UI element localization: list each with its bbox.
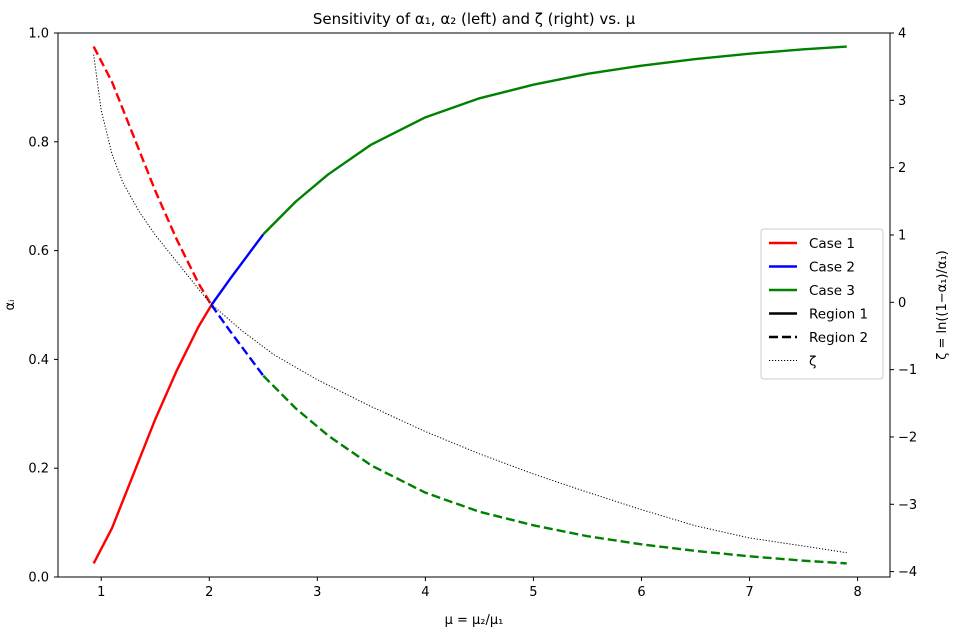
- y-right-tick-label: −1: [898, 363, 917, 378]
- y-right-tick-label: 3: [898, 94, 906, 109]
- x-tick-label: 8: [853, 585, 861, 600]
- chart-ticks: 1 2 3 4 5 6 7 8 0.0 0.2 0.4 0.6 0.8 1.0 −4 −3 −2 −1 0 1 2 3 4: [28, 27, 917, 601]
- series-line-case-1-region-2: [92, 46, 213, 306]
- series-line-case-3-region-2: [262, 374, 847, 565]
- x-tick-label: 4: [421, 585, 429, 600]
- y-right-tick-label: −3: [898, 498, 917, 513]
- legend-label: Case 1: [809, 236, 855, 252]
- legend-label: Case 2: [809, 260, 855, 276]
- y-right-tick-label: 2: [898, 161, 906, 176]
- x-axis-label: μ = μ₂/μ₁: [445, 613, 504, 628]
- y-right-tick-label: −4: [898, 565, 917, 580]
- y-right-tick-label: −2: [898, 430, 917, 445]
- chart-axis-labels: Sensitivity of α₁, α₂ (left) and ζ (righ…: [3, 10, 950, 628]
- legend-label: Case 3: [809, 283, 855, 299]
- y-right-tick-label: 1: [898, 228, 906, 243]
- series-line-case-2-region-2: [210, 304, 265, 377]
- chart-legend: Case 1 Case 2 Case 3 Region 1 Region 2 ζ: [760, 228, 884, 380]
- x-tick-label: 6: [637, 585, 645, 600]
- chart-series: [92, 45, 847, 565]
- y-left-tick-label: 1.0: [28, 27, 49, 42]
- plot-frame: [57, 32, 891, 578]
- y-right-axis-label: ζ = ln((1−α₁)/α₁): [935, 250, 950, 359]
- legend-label: Region 1: [809, 307, 868, 323]
- y-right-tick-label: 4: [898, 27, 906, 42]
- y-left-tick-label: 0.4: [28, 353, 49, 368]
- y-left-tick-label: 0.0: [28, 571, 49, 586]
- y-left-tick-label: 0.2: [28, 462, 49, 477]
- legend-label: Region 2: [809, 330, 868, 346]
- legend-label: ζ: [809, 354, 816, 370]
- series-line-case-3-region-1: [262, 45, 847, 236]
- x-tick-label: 5: [529, 585, 537, 600]
- x-tick-label: 1: [97, 585, 105, 600]
- series-line--: [93, 54, 847, 554]
- x-tick-label: 2: [205, 585, 213, 600]
- y-right-tick-label: 0: [898, 296, 906, 311]
- series-line-case-1-region-1: [92, 304, 213, 564]
- chart-axes: [57, 32, 891, 578]
- y-left-tick-label: 0.8: [28, 135, 49, 150]
- y-left-axis-label: αᵢ: [3, 300, 18, 311]
- y-left-tick-label: 0.6: [28, 244, 49, 259]
- series-line-case-2-region-1: [210, 233, 265, 306]
- chart-title: Sensitivity of α₁, α₂ (left) and ζ (righ…: [313, 10, 636, 28]
- x-tick-label: 3: [313, 585, 321, 600]
- x-tick-label: 7: [745, 585, 753, 600]
